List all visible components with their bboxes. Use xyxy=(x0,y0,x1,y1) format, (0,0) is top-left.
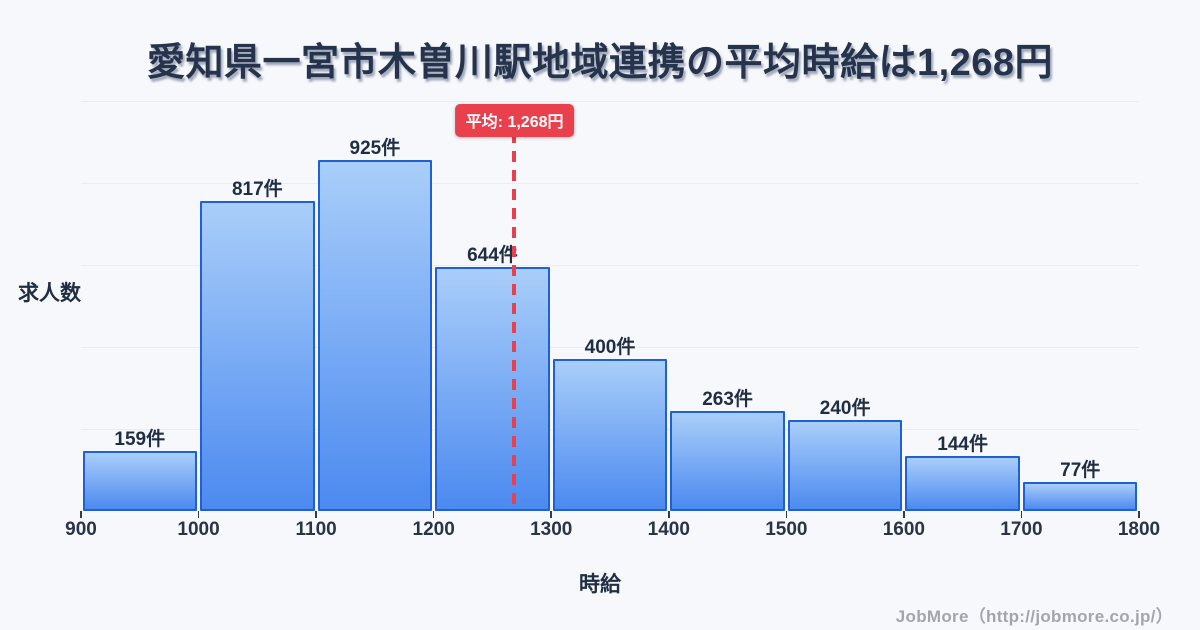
histogram-bar xyxy=(552,359,668,511)
x-axis-title: 時給 xyxy=(579,573,621,596)
x-axis-tick-label: 1000 xyxy=(177,519,220,540)
x-axis-tick xyxy=(432,511,435,518)
x-axis-tick xyxy=(668,511,670,518)
histogram-bar xyxy=(1022,481,1138,511)
bar-value-label: 77件 xyxy=(1060,459,1101,481)
histogram-bar xyxy=(905,456,1020,511)
x-axis-tick-label: 1700 xyxy=(1000,519,1043,540)
x-axis-tick xyxy=(1138,511,1140,518)
histogram-bar xyxy=(670,411,785,511)
gridline xyxy=(81,265,1139,266)
x-axis-tick-label: 1300 xyxy=(530,519,573,540)
x-axis-tick xyxy=(80,511,82,518)
bar-value-label: 925件 xyxy=(349,137,401,159)
x-axis-tick xyxy=(785,511,788,518)
x-axis-tick xyxy=(550,511,552,518)
x-axis-tick xyxy=(1020,511,1023,518)
histogram-bar xyxy=(435,266,550,511)
x-axis-tick xyxy=(903,511,905,518)
footer-credit: JobMore（http://jobmore.co.jp/） xyxy=(895,607,1173,626)
histogram-bar xyxy=(317,159,433,511)
bar-value-label: 240件 xyxy=(819,397,871,419)
mean-line xyxy=(511,132,516,511)
gridline xyxy=(81,347,1139,348)
x-axis-tick xyxy=(197,511,200,518)
bar-value-label: 144件 xyxy=(937,434,988,456)
gridline xyxy=(81,101,1139,102)
bar-value-label: 817件 xyxy=(231,178,283,200)
histogram-bar xyxy=(82,450,198,511)
gridline xyxy=(81,183,1139,184)
x-axis-tick xyxy=(315,511,317,518)
page-title: 愛知県一宮市木曽川駅地域連携の平均時給は1,268円 xyxy=(146,42,1054,84)
x-axis-tick-label: 1500 xyxy=(765,519,808,540)
x-axis-tick-label: 1600 xyxy=(882,519,926,540)
bar-value-label: 400件 xyxy=(584,337,636,359)
x-axis-tick-label: 1800 xyxy=(1117,519,1161,540)
y-axis-title: 求人数 xyxy=(18,282,81,305)
histogram-bar xyxy=(787,419,903,511)
x-axis-tick-label: 1200 xyxy=(412,519,455,540)
x-axis-tick-label: 900 xyxy=(65,519,97,540)
histogram-bar xyxy=(200,200,315,511)
bar-value-label: 263件 xyxy=(702,389,753,411)
histogram-chart: 159件 817件 925件 644件 400件 263件 240件 144件 77件 900 10… xyxy=(65,101,1160,540)
bar-value-label: 644件 xyxy=(467,244,518,266)
bar-value-label: 159件 xyxy=(114,428,166,450)
x-axis-tick-label: 1400 xyxy=(647,519,690,540)
x-axis-tick-label: 1100 xyxy=(295,519,337,540)
mean-badge: 平均: 1,268円 xyxy=(454,104,575,137)
